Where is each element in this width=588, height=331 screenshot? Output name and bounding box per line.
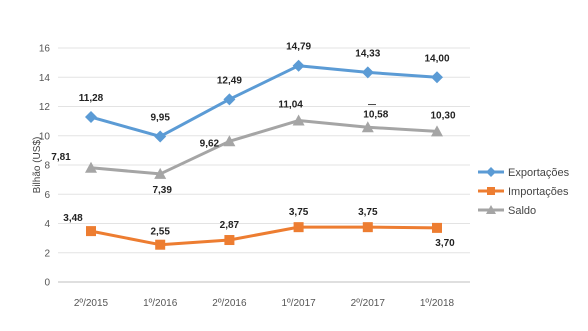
x-tick-label: 2º/2017 xyxy=(351,298,386,309)
y-axis-title: Bilhão (US$) xyxy=(32,137,43,194)
series-saldo xyxy=(85,114,443,179)
x-tick-label: 2º/2015 xyxy=(74,298,109,309)
data-point xyxy=(86,226,96,237)
data-label: 11,28 xyxy=(79,93,104,104)
y-tick-label: 12 xyxy=(39,102,51,113)
data-label: 9,95 xyxy=(150,112,170,123)
data-label: 2,87 xyxy=(220,220,240,231)
data-point xyxy=(432,222,442,233)
data-label: 3,48 xyxy=(63,213,83,224)
data-label: 3,75 xyxy=(358,207,378,218)
x-tick-label: 2º/2016 xyxy=(212,298,247,309)
series-layer xyxy=(85,59,443,250)
legend-marker xyxy=(486,167,496,177)
data-point xyxy=(361,121,374,133)
legend-item: Exportações xyxy=(478,167,570,179)
data-point xyxy=(293,222,304,233)
legend-label: Importações xyxy=(508,186,569,198)
data-point xyxy=(431,71,443,84)
data-label: 12,49 xyxy=(217,75,242,86)
data-label: 14,00 xyxy=(424,53,449,64)
axis-layer: 0 2 4 6 8 10 12 14 16 2º/2015 1º/2016 2º/2016 1º/201… xyxy=(39,44,455,310)
legend-item: Importações xyxy=(478,186,569,198)
legend-item: Saldo xyxy=(478,205,536,217)
data-label: 14,79 xyxy=(286,42,311,53)
legend: Exportações Importações Saldo xyxy=(478,167,570,217)
data-point xyxy=(85,161,97,173)
data-point xyxy=(431,125,443,137)
data-point xyxy=(154,167,167,179)
data-point xyxy=(292,114,305,126)
legend-label: Saldo xyxy=(508,205,536,217)
x-tick-label: 1º/2016 xyxy=(143,298,178,309)
series-line xyxy=(90,225,438,247)
legend-marker xyxy=(487,187,495,195)
x-tick-label: 1º/2018 xyxy=(420,298,455,309)
y-tick-label: 6 xyxy=(44,190,50,201)
series-importações xyxy=(86,222,442,250)
data-point xyxy=(362,222,373,233)
data-point xyxy=(361,66,374,79)
legend-marker xyxy=(486,205,496,214)
y-tick-label: 16 xyxy=(39,44,51,55)
series-exportações xyxy=(85,59,443,143)
data-label: 9,62 xyxy=(200,138,220,149)
data-label: 11,04 xyxy=(278,100,303,111)
grid-layer xyxy=(58,47,470,283)
series-line xyxy=(90,64,438,138)
data-point xyxy=(292,59,305,72)
x-tick-label: 1º/2017 xyxy=(281,298,316,309)
y-tick-label: 10 xyxy=(39,131,51,142)
label-layer: 11,28 9,95 12,49 14,79 14,33 14,00 3,48 2,55 2,8… xyxy=(51,42,456,249)
data-label: 10,58 xyxy=(363,109,388,120)
y-tick-label: 14 xyxy=(39,73,51,84)
y-tick-label: 8 xyxy=(44,161,50,172)
legend-label: Exportações xyxy=(508,167,570,179)
data-point xyxy=(154,130,167,143)
data-label: 3,75 xyxy=(289,207,309,218)
series-line xyxy=(90,119,438,176)
data-label: 10,30 xyxy=(430,110,455,121)
data-label: 7,39 xyxy=(152,185,172,196)
data-point xyxy=(223,135,236,147)
y-tick-label: 2 xyxy=(44,248,50,259)
data-point xyxy=(223,93,236,106)
data-point xyxy=(155,239,166,250)
data-label: 14,33 xyxy=(355,48,380,59)
y-tick-label: 0 xyxy=(44,278,50,289)
data-label: 7,81 xyxy=(51,152,71,163)
data-label: 2,55 xyxy=(150,227,170,238)
y-tick-label: 4 xyxy=(44,219,50,230)
data-label: 3,70 xyxy=(435,238,455,249)
data-point xyxy=(224,235,235,246)
data-point xyxy=(85,111,97,124)
